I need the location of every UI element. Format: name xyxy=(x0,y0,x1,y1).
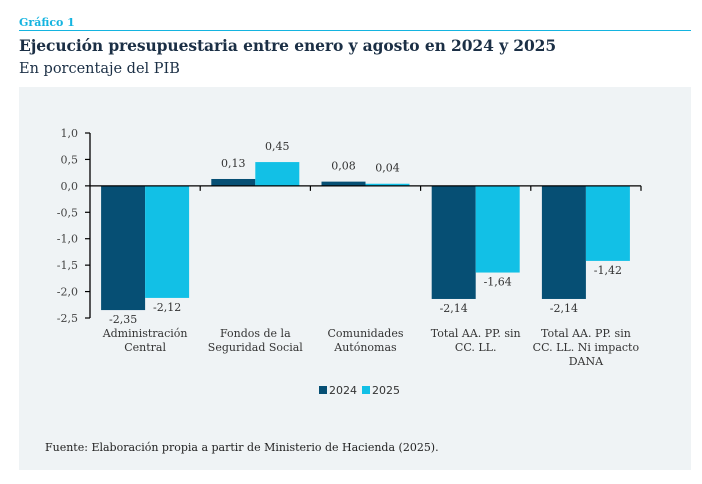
category-label-line: Administración xyxy=(102,327,188,340)
legend-swatch-2025 xyxy=(362,386,370,394)
bar-2024-4 xyxy=(541,185,586,299)
legend: 2024 2025 xyxy=(319,384,400,397)
category-label-0: Administración Central xyxy=(102,327,188,354)
bar-2024-2 xyxy=(321,181,366,186)
bar-2025-0 xyxy=(145,185,190,298)
value-label-2025-1: 0,45 xyxy=(265,140,290,153)
category-label-1: Fondos de la Seguridad Social xyxy=(208,327,303,354)
value-label-2024-4: -2,14 xyxy=(550,302,578,315)
category-label-line: CC. LL. Ni impacto xyxy=(533,341,640,354)
value-label-2024-0: -2,35 xyxy=(109,313,137,326)
category-label-line: CC. LL. xyxy=(455,341,497,354)
y-tick-label: -2,0 xyxy=(57,286,78,299)
header-rule xyxy=(19,30,691,31)
bar-2024-3 xyxy=(431,185,476,299)
legend-label-2025: 2025 xyxy=(372,384,400,397)
category-label-line: Total AA. PP. sin xyxy=(431,327,521,340)
labels-layer: -2,35 0,13 0,08 -2,14 -2,14 -2,12 0,45 0,04 -1,6… xyxy=(102,140,640,368)
bar-2025-2 xyxy=(365,183,410,186)
category-label-line: Total AA. PP. sin xyxy=(541,327,631,340)
category-label-line: Comunidades xyxy=(328,327,404,340)
bar-2024-0 xyxy=(101,185,146,311)
legend-swatch-2024 xyxy=(319,386,327,394)
bar-2024-1 xyxy=(211,178,256,186)
category-label-4: Total AA. PP. sin CC. LL. Ni impacto DANA xyxy=(533,327,640,368)
value-label-2024-1: 0,13 xyxy=(221,157,246,170)
y-tick-label: 1,0 xyxy=(61,127,79,140)
y-tick-label: -1,5 xyxy=(57,259,78,272)
bar-2025-1 xyxy=(255,162,300,186)
legend-label-2024: 2024 xyxy=(329,384,357,397)
value-label-2025-0: -2,12 xyxy=(153,301,181,314)
value-label-2024-2: 0,08 xyxy=(331,160,356,173)
value-label-2025-3: -1,64 xyxy=(484,276,512,289)
bar-2025-3 xyxy=(475,185,520,273)
category-label-2: Comunidades Autónomas xyxy=(328,327,404,354)
bars-layer xyxy=(101,162,630,311)
category-label-line: DANA xyxy=(569,355,604,368)
chart-title: Ejecución presupuestaria entre enero y a… xyxy=(19,36,557,55)
category-label-line: Autónomas xyxy=(333,341,397,354)
source-note: Fuente: Elaboración propia a partir de M… xyxy=(45,441,439,454)
value-label-2025-2: 0,04 xyxy=(375,162,400,175)
figure-label: Gráfico 1 xyxy=(19,16,75,29)
value-label-2024-3: -2,14 xyxy=(440,302,468,315)
category-label-line: Central xyxy=(124,341,166,354)
category-label-line: Fondos de la xyxy=(220,327,291,340)
axes-layer: 1,0 0,5 0,0 -0,5 -1,0 -1,5 -2,0 -2,5 xyxy=(57,127,642,325)
value-label-2025-4: -1,42 xyxy=(594,264,622,277)
y-tick-label: -1,0 xyxy=(57,233,78,246)
chart-subtitle: En porcentaje del PIB xyxy=(19,61,180,77)
y-tick-label: 0,5 xyxy=(61,153,79,166)
bar-2025-4 xyxy=(585,185,630,261)
y-tick-label: -0,5 xyxy=(57,206,78,219)
category-label-3: Total AA. PP. sin CC. LL. xyxy=(431,327,521,354)
category-label-line: Seguridad Social xyxy=(208,341,303,354)
y-tick-label: 0,0 xyxy=(61,180,79,193)
y-tick-label: -2,5 xyxy=(57,312,78,325)
